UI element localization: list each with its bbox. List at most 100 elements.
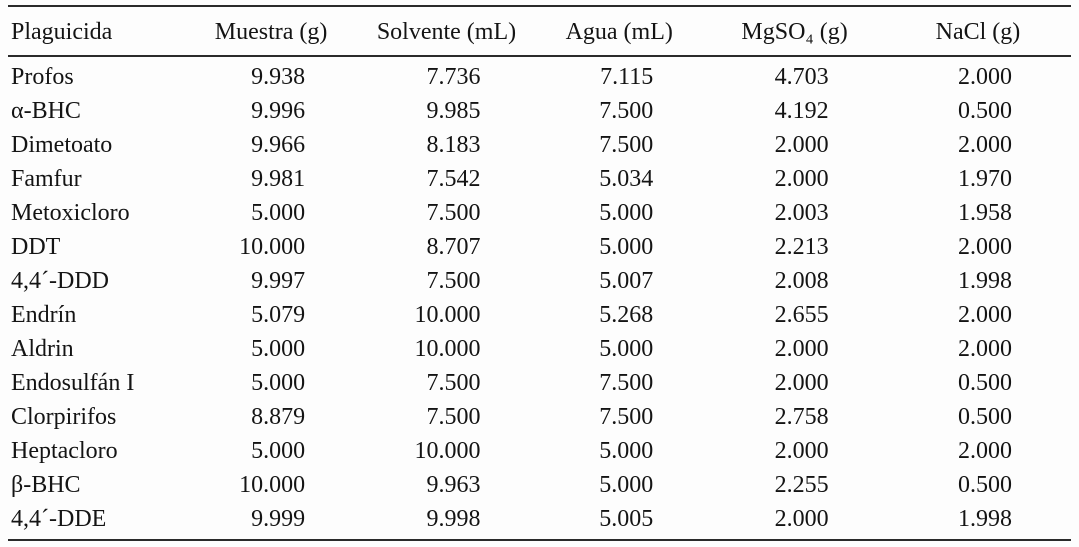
value-text: 8.707 [426, 234, 481, 260]
value-cell: 10.000 [183, 468, 358, 502]
value-cell: 5.000 [183, 196, 358, 230]
value-text: 7.500 [426, 404, 481, 430]
value-cell: 5.268 [534, 298, 704, 332]
value-cell: 0.500 [885, 468, 1071, 502]
value-text: 10.000 [414, 302, 481, 328]
value-text: 9.963 [426, 472, 481, 498]
value-text: 1.998 [957, 268, 1012, 294]
value-cell: 0.500 [885, 366, 1071, 400]
value-cell: 2.000 [885, 128, 1071, 162]
value-text: 2.655 [774, 302, 829, 328]
column-header-muestra: Muestra (g) [183, 6, 359, 57]
value-text: 5.034 [599, 166, 654, 192]
value-text: 2.000 [774, 438, 829, 464]
table-row: Endrín 5.079 10.000 5.268 2.655 2.000 [8, 298, 1071, 332]
value-text: 5.000 [251, 370, 306, 396]
value-text: 7.500 [599, 132, 654, 158]
value-text: 1.970 [957, 166, 1012, 192]
value-cell: 10.000 [183, 230, 358, 264]
table-row: 4,4´-DDD 9.997 7.500 5.007 2.008 1.998 [8, 264, 1071, 298]
value-cell: 2.000 [885, 56, 1071, 94]
pesticide-name: 4,4´-DDD [11, 268, 109, 294]
table-row: Famfur 9.981 7.542 5.034 2.000 1.970 [8, 162, 1071, 196]
value-cell: 5.000 [534, 332, 704, 366]
value-cell: 7.115 [534, 56, 704, 94]
value-cell: 5.000 [183, 366, 358, 400]
value-text: 4.703 [774, 64, 829, 90]
value-text: 5.007 [599, 268, 654, 294]
value-text: 1.998 [957, 506, 1012, 532]
value-text: 5.000 [599, 438, 654, 464]
value-text: 2.213 [774, 234, 829, 260]
value-text: 7.500 [599, 98, 654, 124]
table-row: Metoxicloro 5.000 7.500 5.000 2.003 1.95… [8, 196, 1071, 230]
value-text: 10.000 [239, 234, 306, 260]
value-text: 7.500 [599, 404, 654, 430]
value-cell: 0.500 [885, 400, 1071, 434]
value-cell: 2.008 [704, 264, 885, 298]
value-cell: 2.758 [704, 400, 885, 434]
pesticide-name: DDT [11, 234, 61, 260]
pesticide-name: Dimetoato [11, 132, 113, 158]
pesticide-name: Endosulfán I [11, 370, 135, 396]
value-text: 0.500 [957, 98, 1012, 124]
value-text: 2.000 [774, 166, 829, 192]
value-cell: 7.500 [359, 366, 534, 400]
value-text: 2.000 [957, 302, 1012, 328]
value-text: 9.966 [251, 132, 306, 158]
value-cell: 7.500 [534, 400, 704, 434]
value-cell: 5.079 [183, 298, 358, 332]
value-cell: 5.000 [534, 468, 704, 502]
value-cell: 2.000 [885, 332, 1071, 366]
value-text: 5.079 [251, 302, 306, 328]
pesticide-name: α-BHC [11, 98, 81, 124]
value-cell: 2.000 [704, 128, 885, 162]
value-cell: 5.000 [183, 332, 358, 366]
table-row: Endosulfán I 5.000 7.500 7.500 2.000 0.5… [8, 366, 1071, 400]
value-cell: 7.500 [534, 128, 704, 162]
value-cell: 2.000 [885, 298, 1071, 332]
value-cell: 9.985 [359, 94, 534, 128]
value-text: 9.997 [251, 268, 306, 294]
value-cell: 2.000 [704, 366, 885, 400]
value-text: 2.000 [957, 234, 1012, 260]
value-cell: 2.003 [704, 196, 885, 230]
table-header: Plaguicida Muestra (g) Solvente (mL) Agu… [8, 6, 1071, 57]
header-row: Plaguicida Muestra (g) Solvente (mL) Agu… [8, 6, 1071, 57]
table-row: Heptacloro 5.000 10.000 5.000 2.000 2.00… [8, 434, 1071, 468]
value-cell: 5.000 [534, 230, 704, 264]
pesticide-name: Profos [11, 64, 74, 90]
value-cell: 2.000 [885, 230, 1071, 264]
value-cell: 2.000 [704, 434, 885, 468]
value-cell: 2.213 [704, 230, 885, 264]
value-cell: 1.970 [885, 162, 1071, 196]
value-text: 7.115 [600, 64, 654, 90]
value-cell: 2.000 [704, 162, 885, 196]
value-text: 8.183 [426, 132, 481, 158]
value-cell: 5.007 [534, 264, 704, 298]
value-text: 7.500 [599, 370, 654, 396]
value-cell: 9.966 [183, 128, 358, 162]
table-row: β-BHC 10.000 9.963 5.000 2.255 0.500 [8, 468, 1071, 502]
value-cell: 4.192 [704, 94, 885, 128]
value-cell: 5.000 [534, 196, 704, 230]
table-row: Aldrin 5.000 10.000 5.000 2.000 2.000 [8, 332, 1071, 366]
value-text: 2.000 [957, 336, 1012, 362]
value-cell: 7.500 [359, 196, 534, 230]
value-text: 2.000 [774, 336, 829, 362]
table-row: Clorpirifos 8.879 7.500 7.500 2.758 0.50… [8, 400, 1071, 434]
value-text: 8.879 [251, 404, 306, 430]
value-cell: 4.703 [704, 56, 885, 94]
value-text: 5.000 [251, 336, 306, 362]
value-text: 5.000 [599, 234, 654, 260]
value-text: 0.500 [957, 472, 1012, 498]
value-text: 2.008 [774, 268, 829, 294]
value-cell: 9.963 [359, 468, 534, 502]
table-row: Profos 9.938 7.736 7.115 4.703 2.000 [8, 56, 1071, 94]
value-cell: 2.255 [704, 468, 885, 502]
value-cell: 2.000 [704, 502, 885, 540]
value-cell: 0.500 [885, 94, 1071, 128]
value-text: 2.000 [774, 370, 829, 396]
value-text: 5.000 [599, 200, 654, 226]
